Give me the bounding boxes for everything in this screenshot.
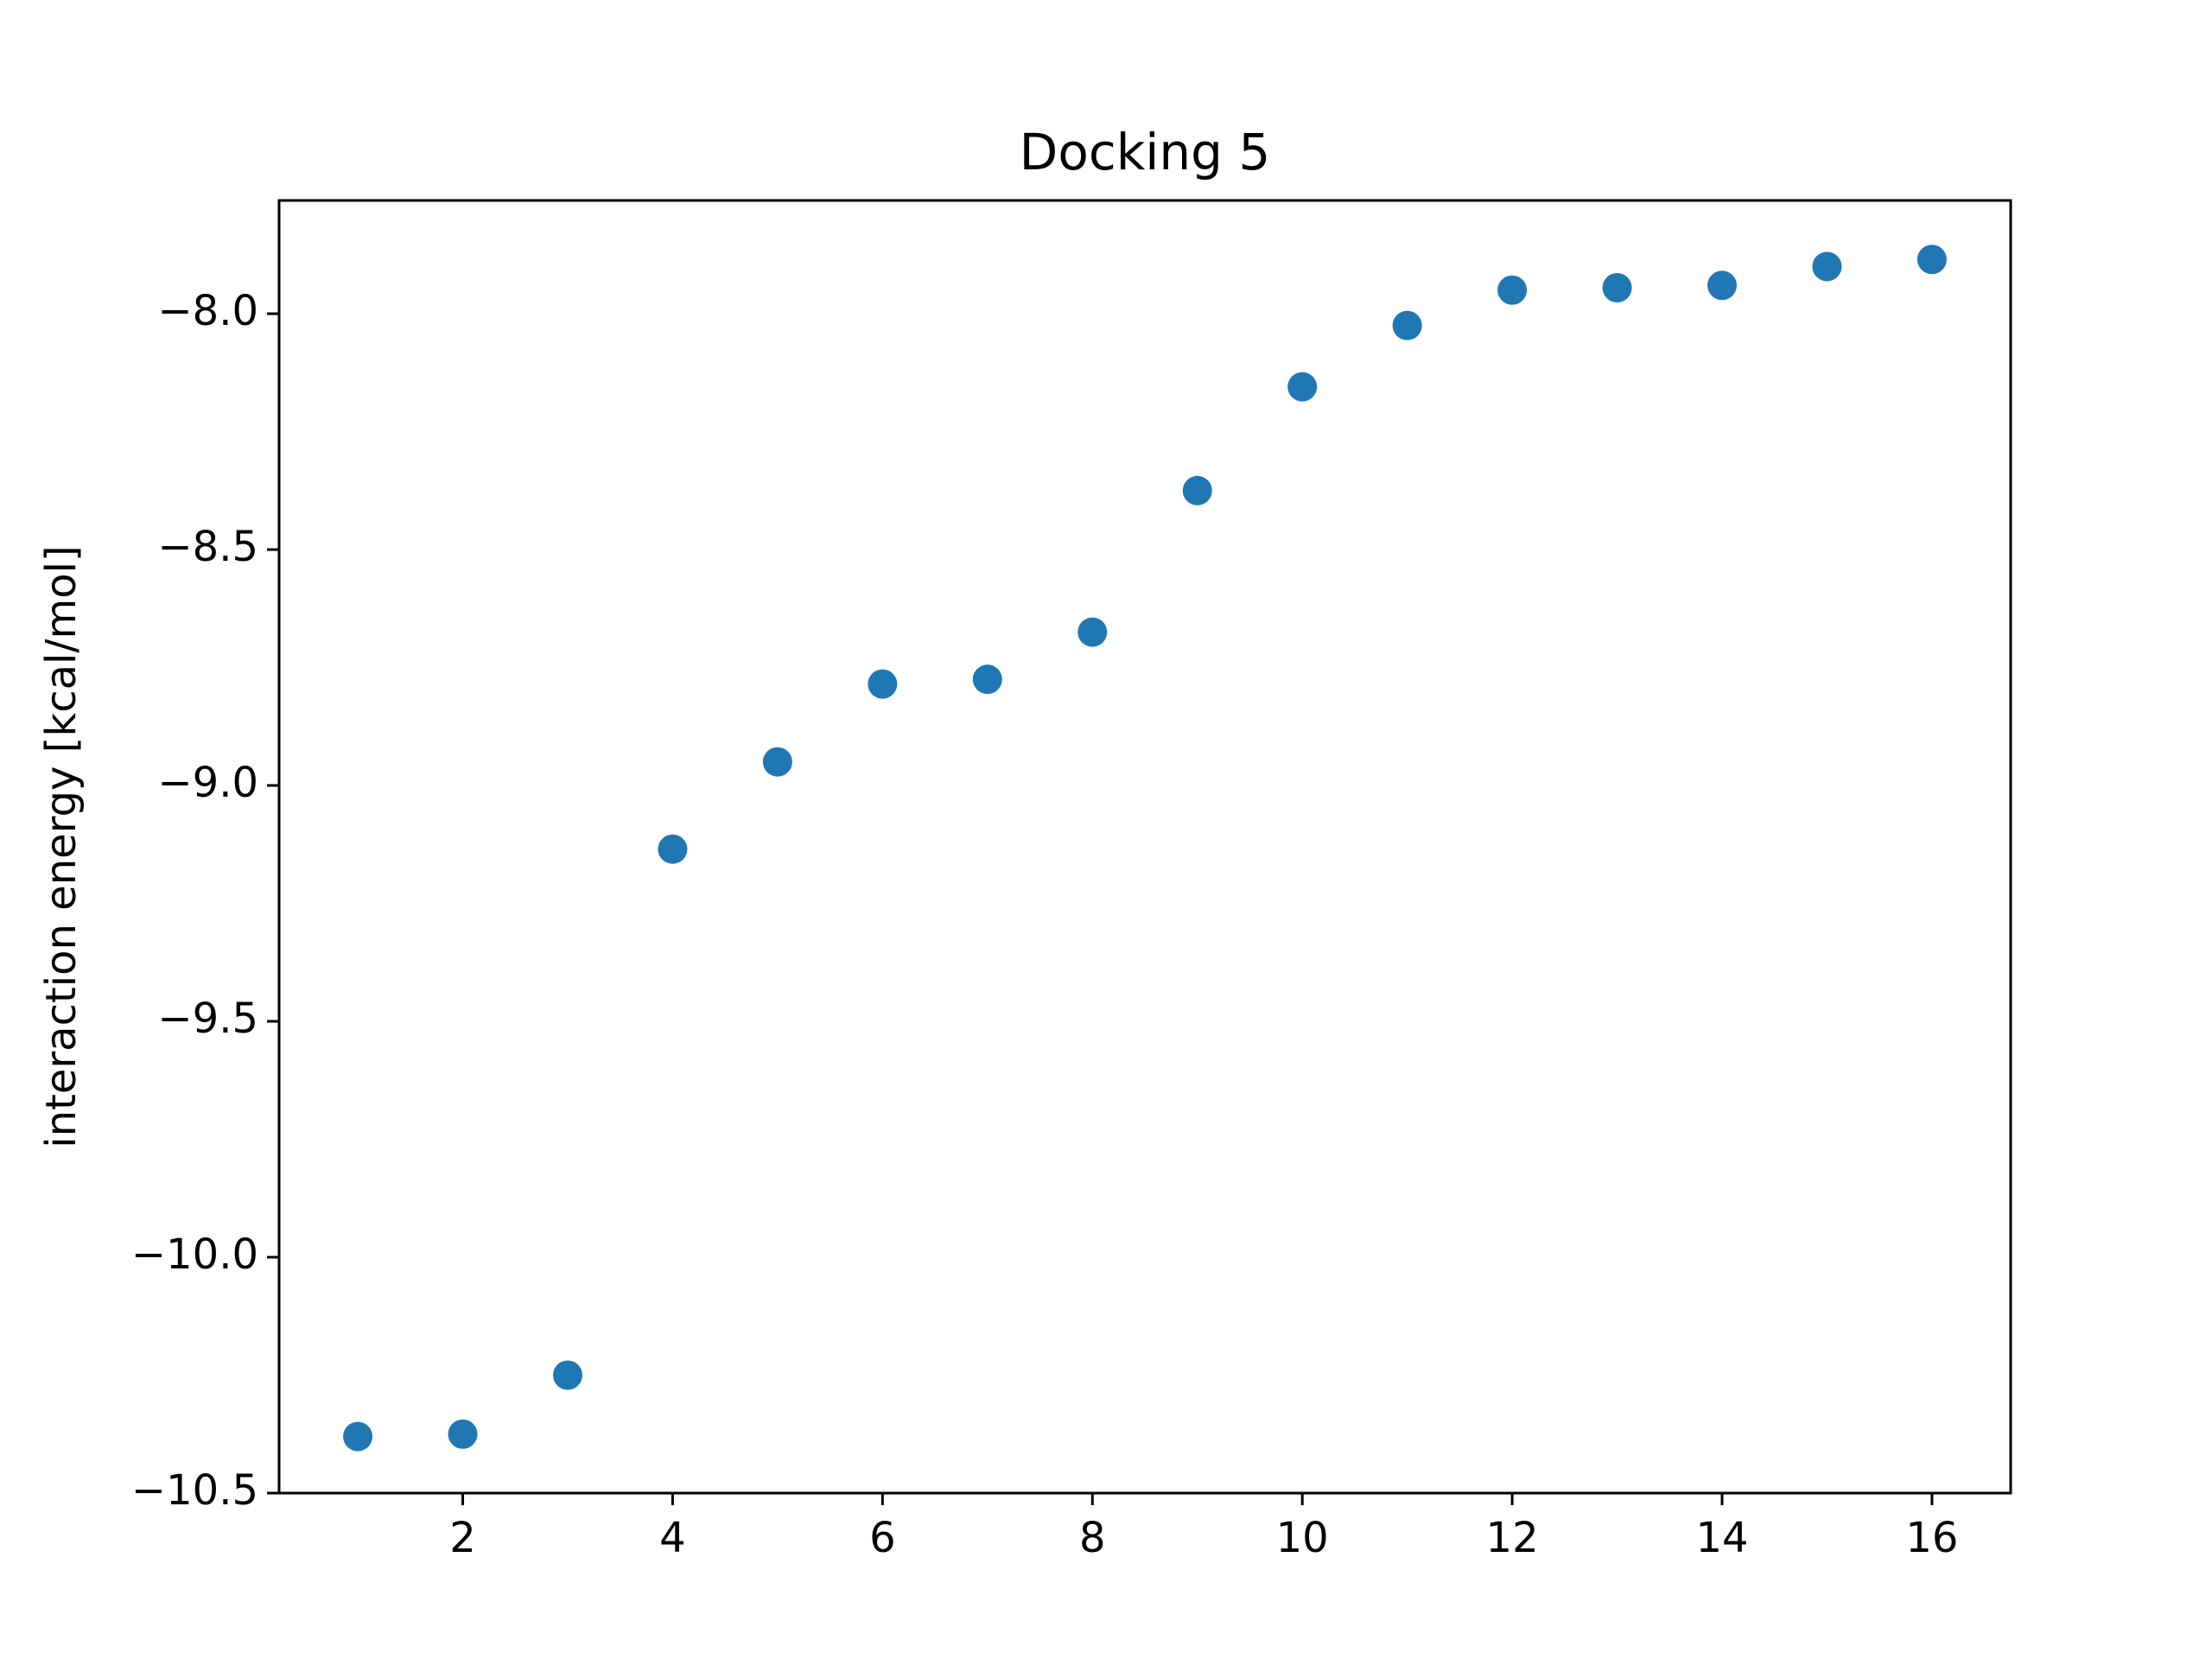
x-tick-label: 4 — [659, 1514, 686, 1562]
data-point — [1287, 372, 1318, 402]
data-point — [448, 1419, 478, 1449]
y-axis: −10.5 −10.0 −9.5 −9.0 −8.5 −8.0 — [131, 287, 279, 1515]
y-axis-label: interaction energy [kcal/mol] — [37, 545, 86, 1147]
y-tick-label: −8.0 — [157, 287, 258, 335]
data-point — [1077, 617, 1108, 647]
data-point — [1602, 273, 1632, 303]
data-point — [972, 664, 1002, 695]
data-point — [762, 747, 792, 777]
data-point — [1916, 245, 1947, 275]
data-point — [553, 1360, 582, 1390]
x-tick-label: 16 — [1905, 1514, 1958, 1562]
y-tick-label: −8.5 — [157, 523, 258, 571]
data-point — [343, 1421, 373, 1452]
chart-title: Docking 5 — [1020, 123, 1271, 181]
data-point — [868, 669, 898, 699]
data-point — [658, 834, 688, 864]
y-tick-label: −10.0 — [131, 1230, 258, 1279]
data-point — [1707, 270, 1737, 301]
x-tick-label: 8 — [1079, 1514, 1106, 1562]
data-point — [1497, 275, 1528, 305]
scatter-series — [343, 245, 1947, 1452]
data-point — [1812, 251, 1842, 282]
x-tick-label: 12 — [1486, 1514, 1539, 1562]
x-tick-label: 14 — [1695, 1514, 1748, 1562]
x-tick-label: 6 — [869, 1514, 896, 1562]
plot-area-frame — [277, 199, 2012, 1495]
x-tick-label: 10 — [1276, 1514, 1329, 1562]
data-point — [1182, 475, 1212, 505]
data-point — [1392, 310, 1422, 340]
x-axis: 2 4 6 8 10 12 14 16 — [449, 1493, 1958, 1562]
y-tick-label: −9.0 — [157, 759, 258, 807]
y-tick-label: −10.5 — [131, 1466, 258, 1515]
y-tick-label: −9.5 — [157, 995, 258, 1043]
x-tick-label: 2 — [449, 1514, 476, 1562]
